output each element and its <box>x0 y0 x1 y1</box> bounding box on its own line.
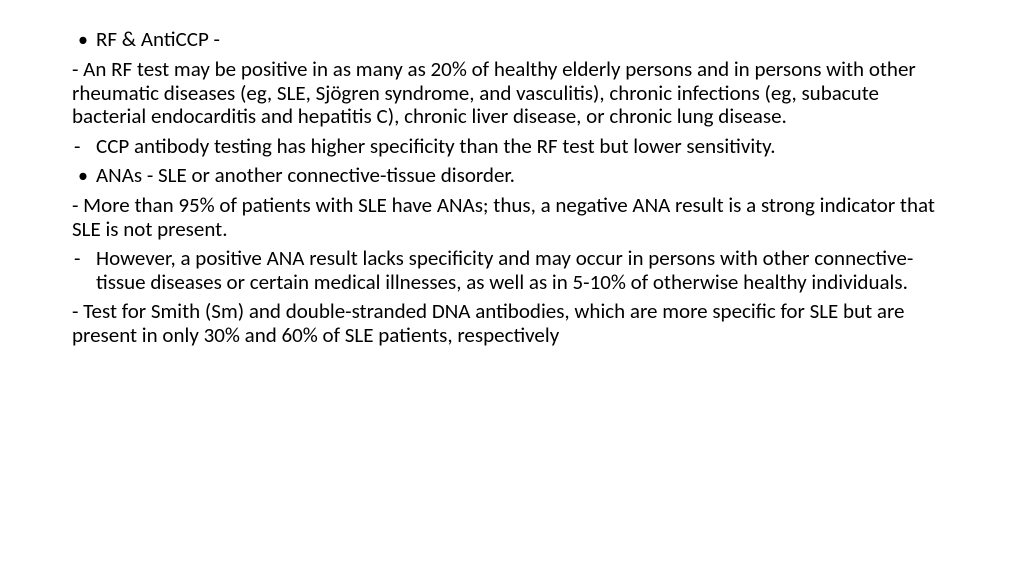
dash-text: CCP antibody testing has higher specific… <box>96 135 952 159</box>
bullet-text: RF & AntiCCP - <box>96 28 952 52</box>
bullet-marker-icon: • <box>72 164 96 188</box>
dash-item: - However, a positive ANA result lacks s… <box>72 247 952 294</box>
bullet-item: • RF & AntiCCP - <box>72 28 952 52</box>
dash-item: - An RF test may be positive in as many … <box>72 58 952 129</box>
dash-item: - Test for Smith (Sm) and double-strande… <box>72 300 952 347</box>
dash-text: - An RF test may be positive in as many … <box>72 56 916 129</box>
dash-text: - Test for Smith (Sm) and double-strande… <box>72 298 904 348</box>
dash-item: - CCP antibody testing has higher specif… <box>72 135 952 159</box>
bullet-marker-icon: • <box>72 28 96 52</box>
dash-marker-icon: - <box>72 135 96 159</box>
dash-item: - More than 95% of patients with SLE hav… <box>72 194 952 241</box>
bullet-text: ANAs - SLE or another connective-tissue … <box>96 164 952 188</box>
dash-marker-icon: - <box>72 247 96 294</box>
slide: • RF & AntiCCP - - An RF test may be pos… <box>0 0 1024 576</box>
dash-text: However, a positive ANA result lacks spe… <box>96 247 952 294</box>
bullet-item: • ANAs - SLE or another connective-tissu… <box>72 164 952 188</box>
dash-text: - More than 95% of patients with SLE hav… <box>72 192 935 242</box>
